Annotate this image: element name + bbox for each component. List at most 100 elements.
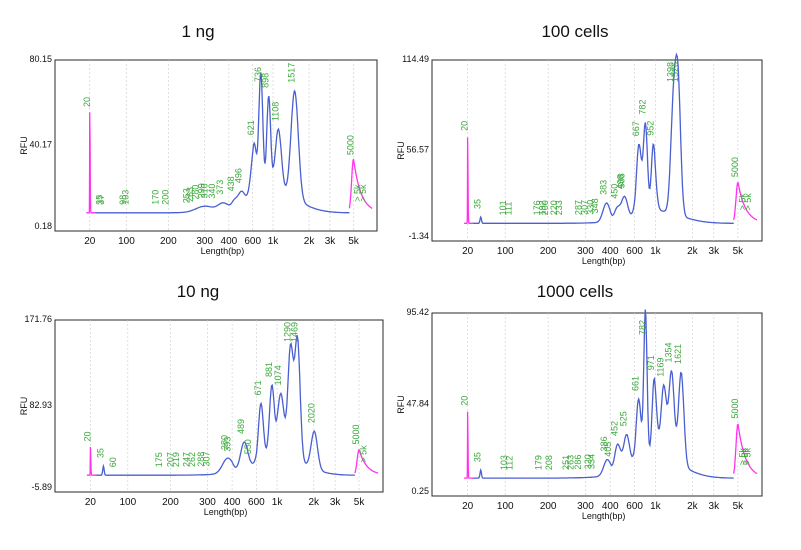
peak-label: 1169 — [656, 357, 666, 376]
peak-label: 736 — [253, 67, 263, 82]
x-tick-label: 20 — [462, 501, 474, 512]
y-tick-label: 82.93 — [29, 400, 52, 410]
peak-label: 37 — [96, 195, 106, 205]
peak-label: 247 — [182, 452, 192, 467]
peak-label: > 5k — [353, 184, 363, 202]
y-tick-label: -1.34 — [408, 231, 429, 241]
peak-label: 310 — [199, 183, 209, 198]
x-tick-label: 2k — [304, 236, 316, 247]
peak-label: 898 — [261, 73, 271, 88]
peak-label: 176 — [532, 200, 542, 215]
x-tick-label: 600 — [244, 236, 261, 247]
peak-label: 35 — [95, 448, 105, 458]
x-tick-label: 5k — [733, 501, 745, 512]
peak-label: 253 — [181, 188, 191, 203]
x-tick-label: 200 — [160, 236, 177, 247]
chart-title: 1 ng — [181, 22, 214, 41]
peak-label: 233 — [554, 200, 564, 215]
x-tick-label: 2k — [687, 501, 699, 512]
peak-label: 286 — [573, 455, 583, 470]
peak-label: 661 — [631, 376, 641, 391]
peak-label: 1517 — [287, 63, 297, 83]
peak-label: 179 — [533, 455, 543, 470]
upper-marker-trace — [733, 423, 758, 475]
x-tick-label: 1k — [650, 246, 662, 257]
x-tick-label: 20 — [84, 236, 96, 247]
x-tick-label: 3k — [325, 236, 337, 247]
y-axis-label: RFU — [396, 395, 406, 414]
chart-panel-4: 1000 cells 95.42 47.84 0.25 RFU 20 100 200 300 40… — [396, 282, 763, 521]
x-tick-label: 5k — [354, 497, 366, 508]
peak-label: 383 — [598, 180, 608, 195]
x-tick-label: 20 — [85, 497, 97, 508]
plot-frame — [54, 319, 384, 493]
x-tick-label: 300 — [577, 246, 594, 257]
peak-label: 1398 — [665, 62, 675, 82]
x-tick-label: 200 — [162, 497, 179, 508]
x-axis-label: Length(bp) — [582, 511, 626, 521]
peak-label: 5000 — [730, 399, 740, 419]
peak-label: 20 — [460, 396, 470, 406]
x-tick-label: 100 — [497, 246, 514, 257]
peak-label: 405 — [603, 442, 613, 457]
peak-label: 881 — [264, 362, 274, 377]
x-tick-label: 1k — [268, 236, 280, 247]
upper-marker-trace — [354, 449, 379, 474]
peak-label: 386 — [599, 436, 609, 451]
peak-label: 112 — [504, 456, 514, 470]
chart-title: 100 cells — [541, 22, 608, 41]
sample-trace — [472, 309, 734, 479]
peak-label: 299 — [196, 183, 206, 198]
peak-label: 2020 — [306, 403, 316, 423]
peak-label: 170 — [151, 190, 161, 205]
lower-marker-trace — [86, 446, 97, 476]
y-tick-label: 56.57 — [406, 145, 429, 155]
plot-frame — [54, 59, 378, 232]
peak-label: 782 — [637, 100, 647, 115]
peak-label: 280 — [191, 185, 201, 200]
peak-label: 20 — [82, 431, 92, 441]
peak-label: 220 — [549, 200, 559, 215]
peak-label: 175 — [154, 452, 164, 467]
peak-label: 450 — [609, 184, 619, 199]
chart-panel-1: 1 ng 80.15 40.17 0.18 RFU 20 100 200 300 400 600 1k… — [19, 22, 378, 256]
peak-label: 1354 — [664, 342, 674, 362]
plot-frame — [431, 312, 763, 497]
peak-label: > 5k — [737, 193, 747, 211]
x-tick-label: 1k — [272, 497, 284, 508]
x-tick-label: 3k — [709, 501, 721, 512]
x-tick-label: 20 — [462, 246, 474, 257]
plot-frame — [431, 59, 763, 242]
peak-label: 438 — [226, 176, 236, 191]
x-tick-label: 200 — [540, 501, 557, 512]
peak-label: 251 — [561, 455, 571, 470]
peak-label: 288 — [196, 452, 206, 467]
lower-marker-trace — [464, 137, 474, 224]
peak-label: 219 — [171, 452, 181, 467]
peak-label: 380 — [220, 435, 230, 450]
x-tick-label: 1k — [650, 501, 662, 512]
peak-label: 452 — [610, 421, 620, 436]
x-tick-label: 400 — [602, 246, 619, 257]
peak-label: 35 — [473, 199, 483, 209]
peak-label: 496 — [234, 168, 244, 183]
peak-label: 525 — [619, 411, 629, 426]
peak-label: 971 — [646, 355, 656, 370]
x-tick-label: 300 — [196, 236, 213, 247]
peak-label: 667 — [631, 121, 641, 136]
peak-label: 287 — [573, 200, 583, 215]
peak-label: 200 — [540, 200, 550, 215]
x-tick-label: 2k — [309, 497, 321, 508]
peak-label: 192 — [538, 200, 548, 215]
y-tick-label: 40.17 — [29, 140, 52, 150]
peak-label: 393 — [223, 437, 233, 452]
sample-trace — [94, 334, 355, 476]
peak-label: 320 — [583, 454, 593, 469]
x-tick-label: 200 — [540, 246, 557, 257]
y-axis-label: RFU — [396, 141, 406, 160]
y-axis-label: RFU — [19, 397, 29, 416]
x-tick-label: 400 — [221, 236, 238, 247]
peak-label: 5000 — [345, 135, 355, 155]
